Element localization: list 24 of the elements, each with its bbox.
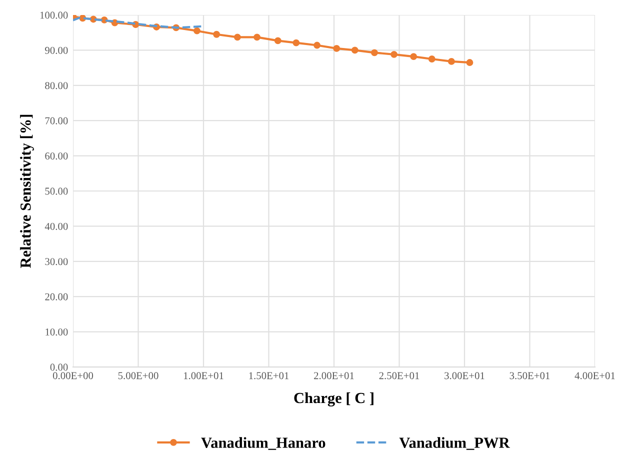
y-tick-label: 10.00 [46, 328, 68, 336]
y-tick-label: 70.00 [45, 117, 68, 124]
legend-label: Vanadium_Hanaro [201, 437, 326, 450]
y-tick-label: 20.00 [45, 293, 68, 300]
x-tick-label: 1.00E+01 [184, 372, 224, 380]
y-axis-title: Relative Sensitivity [%] [20, 114, 34, 268]
y-tick-label: 40.00 [44, 222, 68, 230]
x-tick-label: 0.00E+00 [52, 372, 94, 380]
x-axis-title: Charge [ C ] [294, 392, 374, 406]
y-tick-label: 50.00 [45, 188, 68, 195]
x-tick-label: 3.50E+01 [510, 372, 550, 380]
y-tick-label: 100.00 [40, 12, 68, 19]
y-tick-label: 30.00 [45, 258, 68, 266]
y-tick-label: 90.00 [45, 46, 68, 54]
y-tick-label: 60.00 [45, 152, 68, 160]
x-tick-label: 2.00E+01 [314, 372, 354, 380]
y-tick-label: 80.00 [45, 82, 68, 90]
x-tick-label: 2.50E+01 [379, 372, 420, 380]
legend-label: Vanadium_PWR [399, 437, 510, 450]
x-tick-label: 5.00E+00 [118, 372, 158, 380]
x-tick-label: 1.50E+01 [249, 372, 289, 380]
x-tick-label: 4.00E+01 [574, 372, 615, 380]
x-tick-label: 3.00E+01 [444, 372, 484, 380]
y-tick-label: 0.00 [50, 364, 68, 371]
